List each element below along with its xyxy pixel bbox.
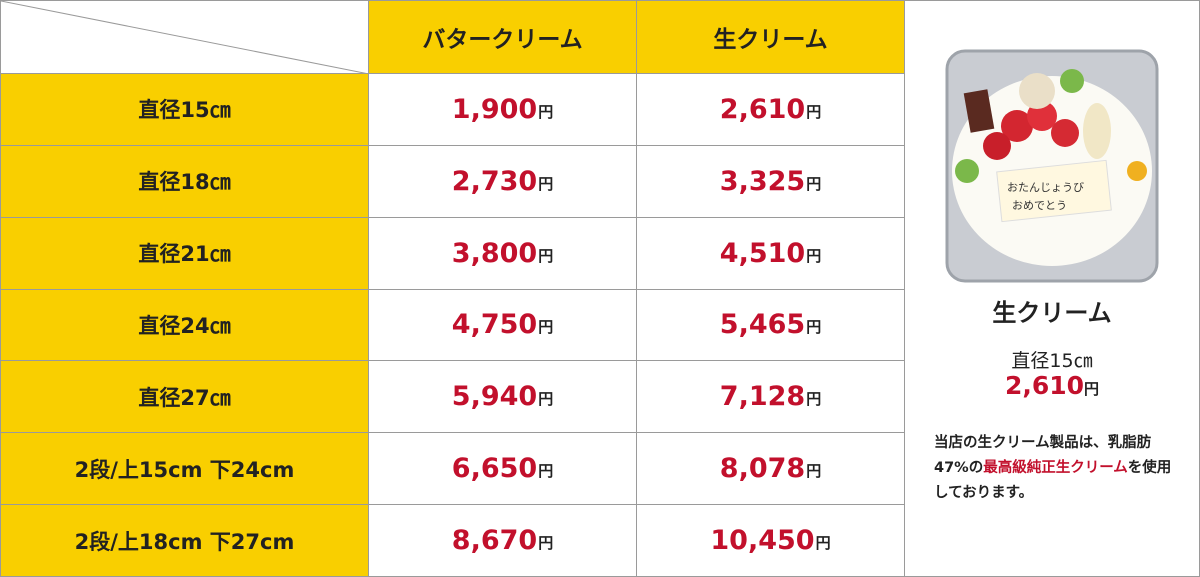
row-label: 直径24㎝ — [0, 289, 369, 362]
svg-text:おめでとう: おめでとう — [1012, 199, 1067, 212]
unit: 円 — [806, 246, 822, 265]
price-cell: 5,465 円 — [637, 289, 905, 362]
price: 3,800 — [451, 237, 538, 269]
note-text: 当店の生クリーム製品は、乳脂肪47%の — [934, 435, 1152, 476]
price-cell: 5,940 円 — [369, 361, 637, 434]
row-label: 直径27㎝ — [0, 361, 369, 434]
unit: 円 — [538, 462, 554, 481]
price-cell: 7,128 円 — [637, 361, 905, 434]
price-cell: 2,610 円 — [637, 74, 905, 146]
cake-image: おたんじょうび おめでとう — [945, 49, 1159, 283]
price-cell: 4,750 円 — [369, 289, 637, 362]
price-cell: 6,650 円 — [369, 433, 637, 506]
unit: 円 — [806, 102, 822, 121]
row-label: 2段/上18cm 下27cm — [0, 505, 369, 577]
unit: 円 — [538, 318, 554, 337]
side-size: 直径15㎝ — [1011, 350, 1093, 372]
column-header: 生クリーム — [637, 0, 905, 74]
unit: 円 — [538, 533, 554, 552]
note-highlight: 最高級純正生クリーム — [983, 460, 1128, 476]
price: 2,730 — [451, 165, 538, 197]
unit: 円 — [538, 390, 554, 409]
price-cell: 2,730 円 — [369, 145, 637, 218]
price-cell: 3,325 円 — [637, 145, 905, 218]
unit: 円 — [538, 246, 554, 265]
price: 4,750 — [451, 309, 538, 341]
unit: 円 — [806, 318, 822, 337]
diagonal — [1, 1, 369, 74]
row-label: 直径21㎝ — [0, 217, 369, 290]
unit: 円 — [806, 174, 822, 193]
price-cell: 3,800 円 — [369, 217, 637, 290]
unit: 円 — [815, 533, 831, 552]
unit: 円 — [806, 462, 822, 481]
price-cell: 8,670 円 — [369, 505, 637, 577]
unit: 円 — [806, 390, 822, 409]
row-label: 2段/上15cm 下24cm — [0, 433, 369, 506]
price: 10,450 — [710, 525, 815, 557]
corner-cell — [0, 0, 369, 74]
price: 4,510 — [719, 237, 806, 269]
side-price: 2,610円 — [904, 371, 1200, 400]
price: 1,900 — [451, 93, 538, 125]
price-cell: 8,078 円 — [637, 433, 905, 506]
row-label: 直径18㎝ — [0, 145, 369, 218]
side-panel: おたんじょうび おめでとう 生クリーム 直径15㎝ 2,610円 当店の生クリー… — [904, 0, 1200, 577]
note-text: を使用しております。 — [934, 460, 1172, 501]
price: 8,670 — [451, 525, 538, 557]
price: 6,650 — [451, 453, 538, 485]
price: 3,325 — [719, 165, 806, 197]
note: 当店の生クリーム製品は、乳脂肪47%の最高級純正生クリームを使用しております。 — [934, 431, 1184, 506]
price: 2,610 — [1004, 371, 1085, 400]
side-title: 生クリーム — [992, 299, 1112, 327]
price-cell: 4,510 円 — [637, 217, 905, 290]
row-label: 直径15㎝ — [0, 74, 369, 146]
unit: 円 — [1084, 380, 1100, 398]
price: 2,610 — [719, 93, 806, 125]
price-cell: 10,450 円 — [637, 505, 905, 577]
price: 8,078 — [719, 453, 806, 485]
column-header: バタークリーム — [369, 0, 637, 74]
price: 7,128 — [719, 381, 806, 413]
price-cell: 1,900 円 — [369, 74, 637, 146]
price: 5,465 — [719, 309, 806, 341]
unit: 円 — [538, 102, 554, 121]
svg-text:おたんじょうび: おたんじょうび — [1007, 181, 1084, 194]
unit: 円 — [538, 174, 554, 193]
price: 5,940 — [451, 381, 538, 413]
